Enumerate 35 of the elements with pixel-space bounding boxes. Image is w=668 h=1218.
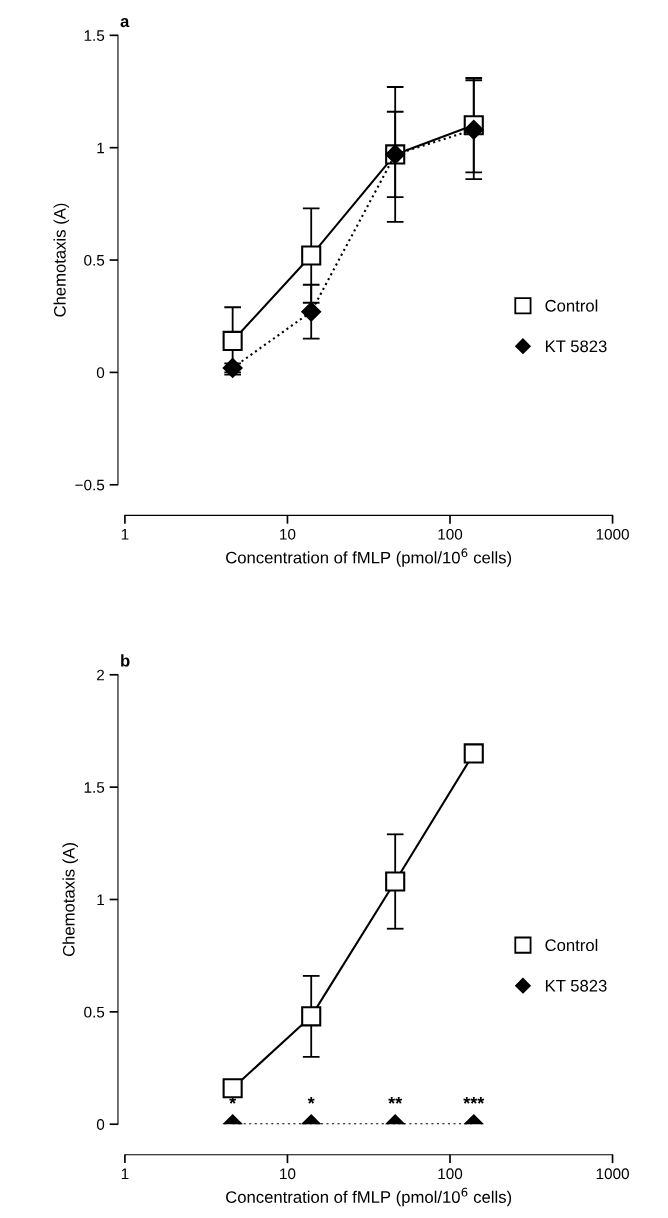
x-tick-label: 100 xyxy=(438,528,463,540)
y-tick-label: 0.5 xyxy=(84,1006,105,1018)
point xyxy=(301,245,322,266)
legend-label: Control xyxy=(545,938,598,952)
point xyxy=(301,301,322,322)
x-tick-label: 10 xyxy=(280,1168,296,1180)
x-tick-label: 1000 xyxy=(596,1168,629,1180)
y-tick-label: 0.5 xyxy=(84,254,105,266)
x-tick-label: 10 xyxy=(280,528,296,540)
point xyxy=(463,743,484,764)
x-tick-label: 1 xyxy=(121,529,129,540)
y-tick-label: 0 xyxy=(96,1119,105,1130)
chart-title: a xyxy=(120,18,130,28)
legend-label: KT 5823 xyxy=(545,340,607,353)
legend-label: KT 5823 xyxy=(545,979,607,992)
x-tick-label: 1 xyxy=(121,1168,129,1180)
legend-label: Control xyxy=(545,299,598,312)
y-tick-label: 2 xyxy=(97,669,105,681)
annotation: ** xyxy=(388,1096,403,1104)
x-axis-title: Concentration of fMLP (pmol/10$^{6}$ cells) xyxy=(226,548,512,567)
y-tick-label: 1 xyxy=(97,894,105,906)
x-axis-title: Concentration of fMLP (pmol/10$^{6}$ cells) xyxy=(226,1187,512,1207)
y-axis-title: Chemotaxis (A) xyxy=(62,843,78,957)
chart-title: b xyxy=(121,654,130,667)
y-tick-label: 1 xyxy=(97,142,105,154)
annotation: *** xyxy=(463,1096,485,1104)
annotation: * xyxy=(307,1096,315,1104)
point xyxy=(222,330,243,352)
y-tick-label: −0.5 xyxy=(75,479,105,491)
y-axis-title: Chemotaxis (A) xyxy=(53,203,70,317)
y-tick-label: 0 xyxy=(96,367,105,379)
x-tick-label: 100 xyxy=(438,1168,463,1180)
y-tick-label: 1.5 xyxy=(84,782,105,793)
x-tick-label: 1000 xyxy=(596,528,629,540)
y-tick-label: 1.5 xyxy=(84,30,105,42)
